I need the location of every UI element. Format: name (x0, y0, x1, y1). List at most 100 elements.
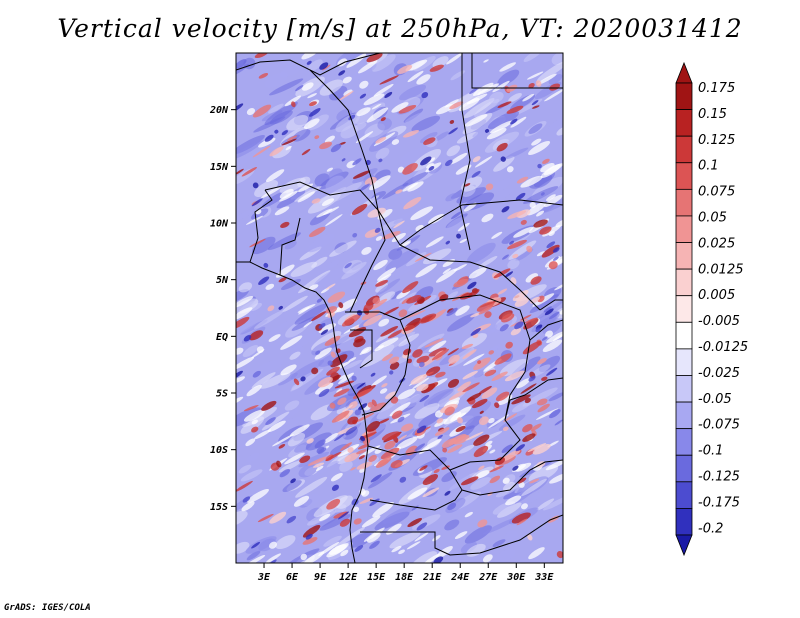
field-patch (380, 326, 399, 337)
field-patch (298, 463, 318, 478)
field-patch (461, 176, 483, 192)
field-patch (414, 403, 440, 419)
colorbar-label: 0.025 (698, 236, 735, 251)
field-patch (267, 232, 301, 251)
field-patch (352, 170, 371, 179)
field-patch (261, 400, 277, 411)
field-patch (507, 259, 520, 270)
field-patch (236, 480, 253, 492)
field-patch (371, 54, 396, 72)
field-patch (281, 138, 297, 146)
field-patch (318, 323, 337, 334)
field-patch (236, 320, 258, 340)
field-patch (501, 444, 513, 453)
colorbar-segment (675, 188, 693, 217)
field-patch (502, 477, 510, 484)
field-patch (511, 394, 531, 405)
field-patch (353, 338, 366, 348)
field-patch (325, 283, 336, 290)
field-patch (481, 213, 494, 223)
colorbar-segment (675, 401, 693, 430)
field-patch (530, 276, 542, 285)
field-patch (354, 409, 362, 416)
colorbar-label: 0.175 (698, 81, 735, 96)
field-patch (549, 473, 563, 484)
field-patch (374, 345, 385, 352)
field-patch (455, 246, 471, 256)
field-patch (447, 502, 457, 511)
field-patch (338, 70, 346, 76)
field-patch (275, 535, 296, 550)
field-patch (457, 417, 463, 424)
field-patch (450, 70, 466, 81)
field-patch (238, 282, 253, 293)
field-patch (488, 350, 495, 355)
field-patch (468, 267, 487, 279)
field-patch (377, 267, 396, 281)
axes: 20N 15N 10N 5N EQ 5S 10S 15S 3E 6E 9E 12E 15E 18E 21E 2… (209, 105, 554, 583)
field-patch (263, 262, 269, 268)
colorbar-label: -0.1 (698, 444, 723, 459)
field-patch (269, 110, 293, 125)
field-patch (341, 261, 367, 280)
field-patch (267, 305, 275, 312)
field-patch (284, 240, 297, 250)
field-patch (326, 498, 341, 510)
field-patch (542, 339, 563, 353)
field-patch (279, 188, 294, 199)
field-patch (523, 53, 543, 63)
field-patch (300, 553, 308, 561)
field-patch (344, 452, 360, 463)
field-patch (366, 420, 380, 432)
field-patch (484, 369, 497, 377)
colorbar-bottom-arrow (675, 534, 693, 557)
border (539, 299, 563, 311)
field-patch (398, 549, 405, 555)
field-patch (254, 429, 272, 440)
field-patch (435, 268, 458, 283)
field-patch (305, 533, 313, 540)
field-patch (497, 69, 520, 86)
field-patch (521, 478, 547, 497)
field-patch (402, 130, 419, 138)
field-patch (366, 53, 383, 63)
field-patch (545, 459, 563, 471)
field-patch (268, 103, 284, 114)
field-patch (384, 91, 393, 98)
field-patch (491, 318, 513, 333)
field-patch (460, 541, 478, 554)
field-patch (361, 490, 370, 497)
field-patch (382, 182, 409, 200)
field-patch (281, 130, 289, 136)
lon-tick-label: 27E (478, 572, 498, 583)
field-patch (327, 360, 333, 366)
field-patch (539, 226, 552, 235)
field-patch (279, 468, 291, 478)
field-patch (347, 447, 354, 453)
field-patch (260, 185, 283, 199)
field-patch (428, 347, 447, 357)
field-patch (535, 408, 559, 420)
field-patch (416, 425, 427, 434)
field-patch (280, 278, 301, 291)
field-patch (236, 103, 244, 112)
field-patch (330, 143, 342, 153)
colorbar-top-arrow (675, 61, 693, 84)
field-patch (401, 423, 414, 432)
field-patch (269, 559, 277, 563)
field-patch (245, 536, 277, 554)
field-patch (276, 460, 282, 468)
field-patch (428, 340, 447, 352)
field-patch (478, 385, 492, 395)
field-patch (453, 278, 469, 288)
field-patch (463, 183, 471, 187)
field-patch (402, 241, 411, 247)
field-patch (397, 388, 416, 400)
field-patch (267, 420, 286, 433)
field-patch (403, 197, 422, 210)
field-patch (391, 139, 400, 145)
field-patch (477, 519, 488, 528)
field-patch (432, 535, 441, 542)
field-patch (311, 311, 327, 322)
